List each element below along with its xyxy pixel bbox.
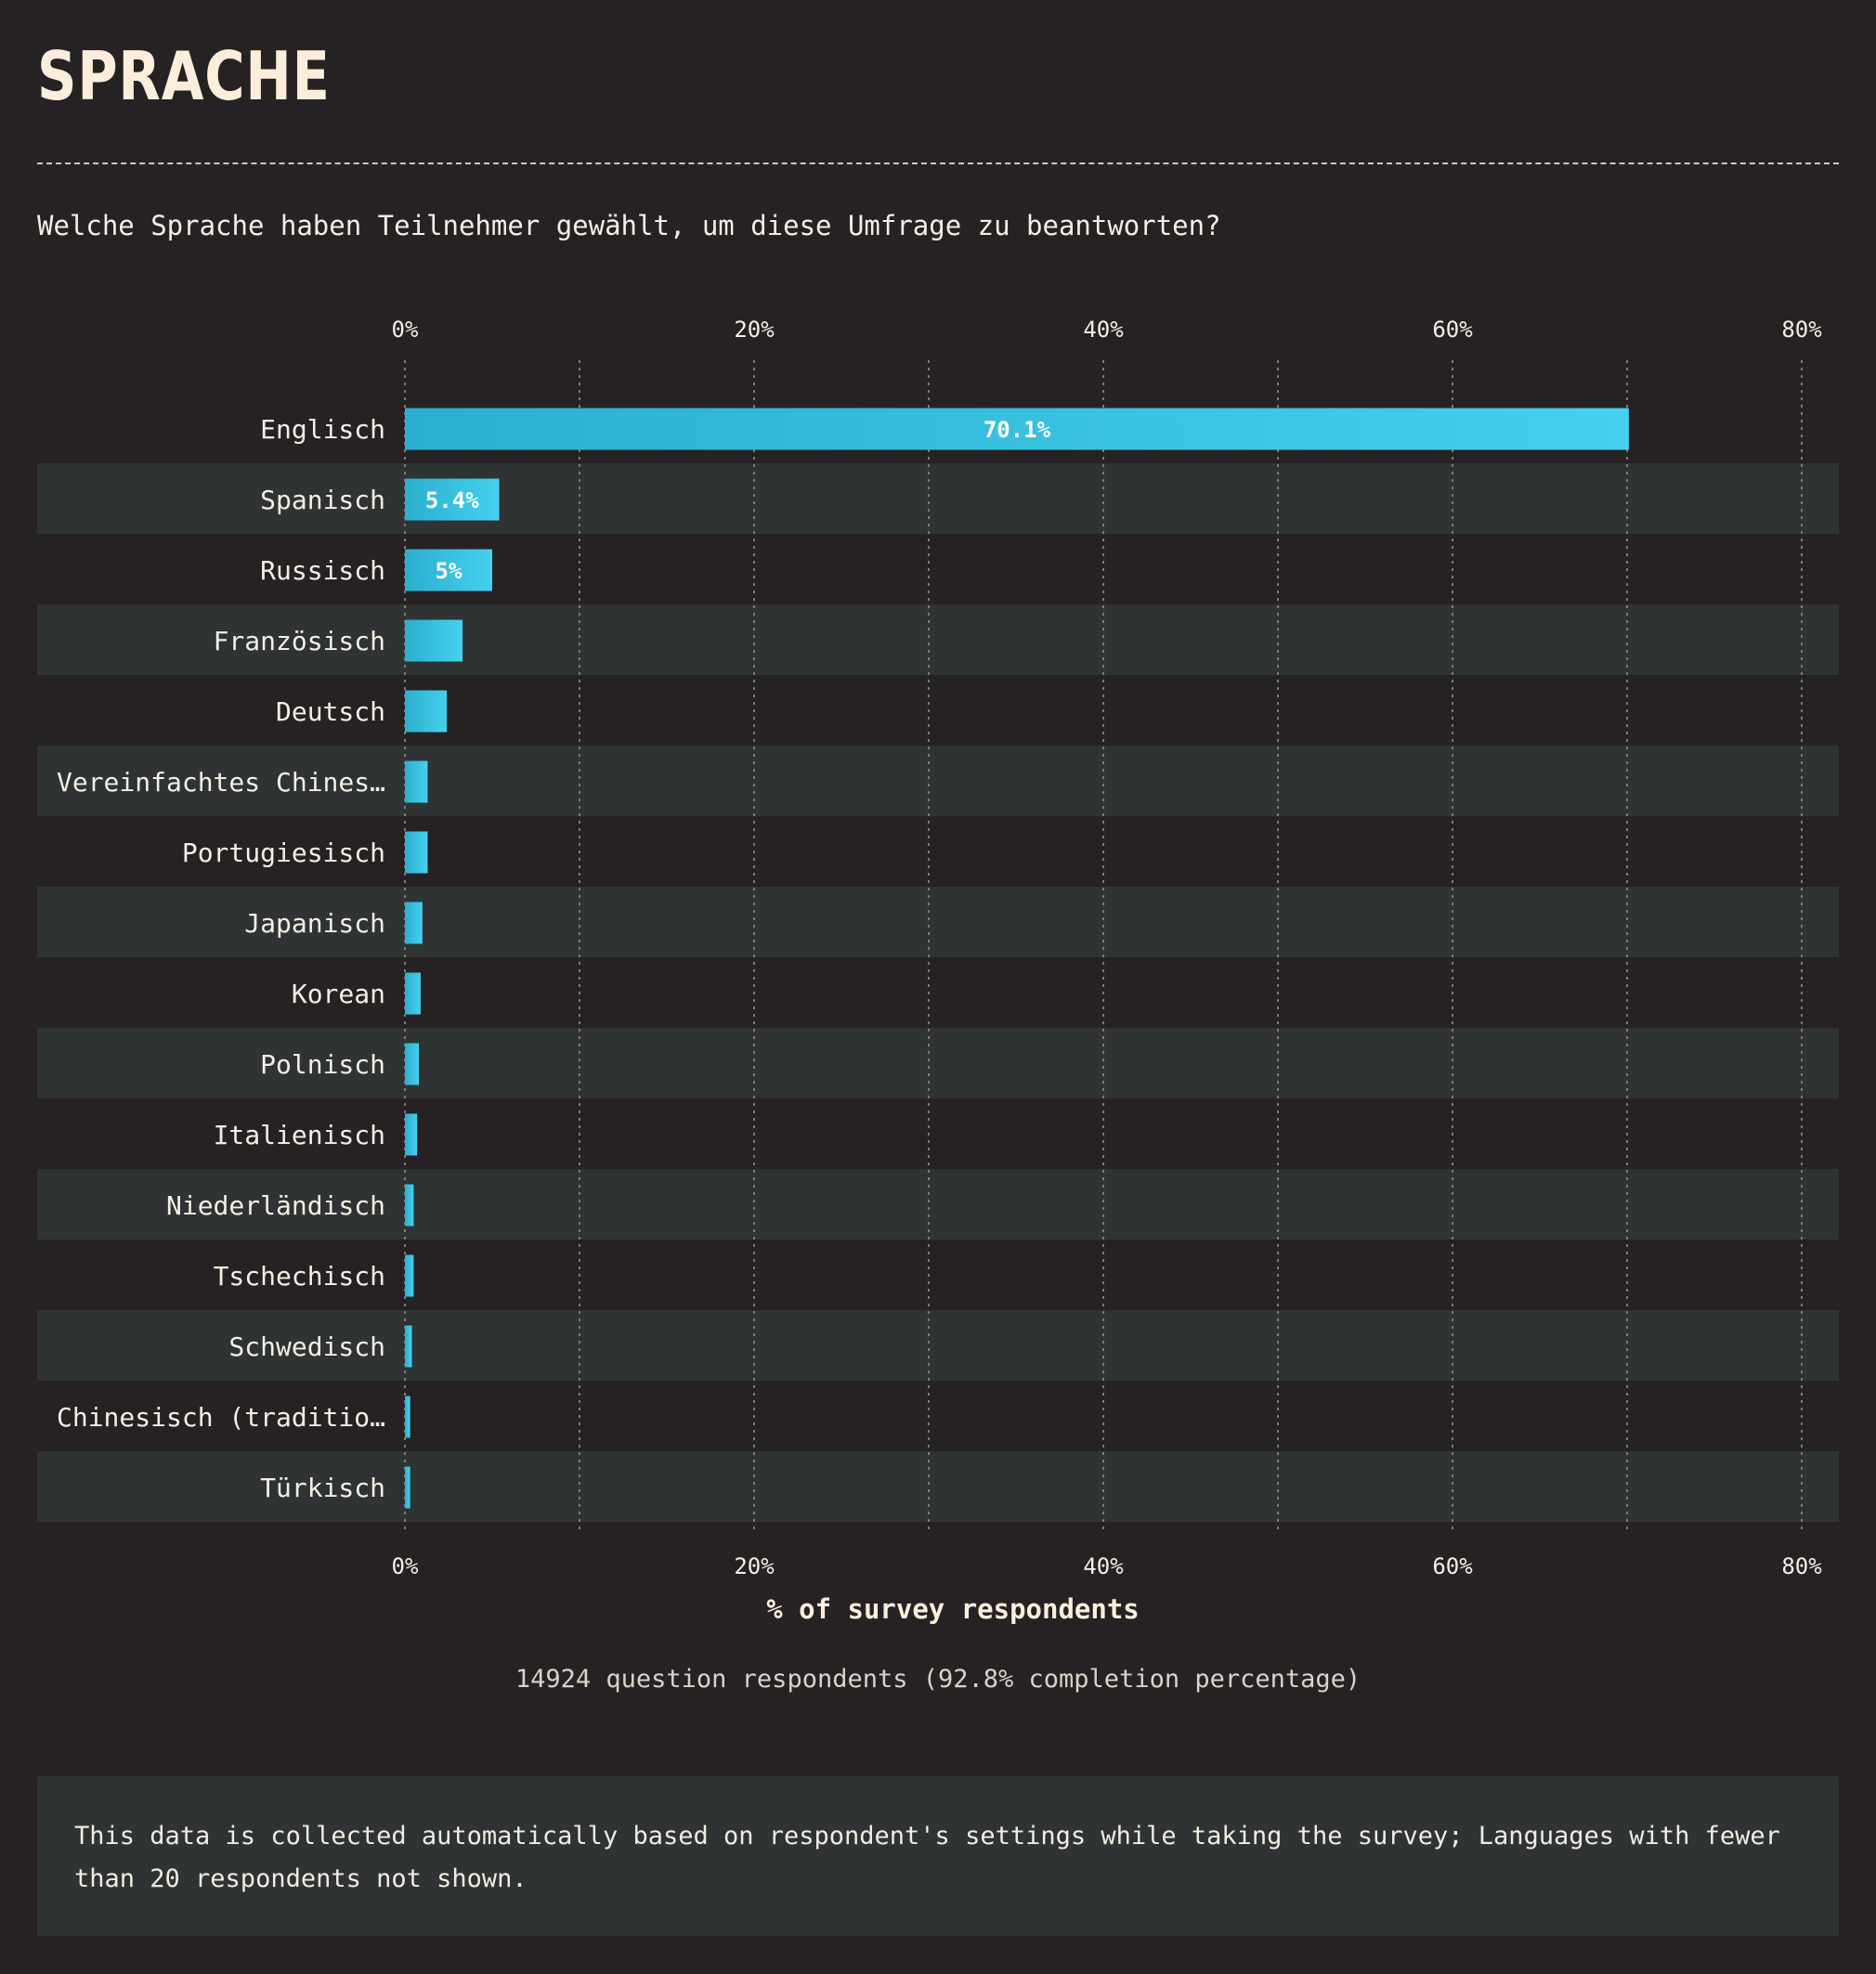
row-band (37, 604, 1839, 675)
page-title: SPRACHE (37, 37, 331, 115)
bar (405, 408, 1629, 450)
y-category-label: Türkisch (260, 1473, 385, 1503)
y-category-label: Italienisch (214, 1120, 385, 1150)
bar (405, 1466, 410, 1509)
bar (405, 760, 428, 803)
y-category-label: Vereinfachtes Chines… (57, 767, 385, 798)
bar (405, 1254, 414, 1297)
bar (405, 549, 492, 591)
row-band (37, 1028, 1839, 1098)
y-category-label: Schwedisch (228, 1331, 385, 1362)
bar (405, 478, 500, 521)
x-tick-label-top: 0% (392, 317, 419, 343)
bar-data-label: 5% (436, 558, 462, 584)
x-tick-label-top: 80% (1781, 317, 1822, 343)
y-category-label: Spanisch (260, 485, 385, 515)
bar (405, 619, 463, 662)
dashed-divider (37, 162, 1839, 164)
y-category-label: Russisch (260, 555, 385, 586)
bar (405, 902, 423, 944)
bar (405, 1396, 410, 1438)
y-category-label: Englisch (260, 414, 385, 445)
x-axis-label: % of survey respondents (766, 1593, 1140, 1625)
bar (405, 972, 421, 1015)
bar (405, 690, 448, 733)
question-text: Welche Sprache haben Teilnehmer gewählt,… (37, 210, 1221, 241)
y-category-label: Chinesisch (traditio… (57, 1402, 385, 1433)
y-category-label: Deutsch (276, 696, 385, 727)
bar (405, 1113, 418, 1156)
x-tick-label-bottom: 80% (1781, 1553, 1822, 1579)
x-tick-label-bottom: 20% (734, 1553, 775, 1579)
respondents-footer: 14924 question respondents (92.8% comple… (515, 1665, 1361, 1694)
row-band (37, 463, 1839, 534)
bar-data-label: 70.1% (984, 417, 1051, 443)
bar (405, 1325, 412, 1368)
y-category-label: Japanisch (244, 908, 385, 939)
x-tick-label-bottom: 60% (1432, 1553, 1473, 1579)
x-tick-label-top: 40% (1083, 317, 1124, 343)
bar-data-label: 5.4% (425, 487, 479, 513)
y-category-label: Niederländisch (166, 1190, 385, 1221)
row-band (37, 746, 1839, 816)
row-band (37, 1310, 1839, 1381)
x-tick-label-bottom: 0% (392, 1553, 419, 1579)
row-band (37, 1169, 1839, 1240)
language-bar-chart: 0% 0% 20% 20% 40% 40% 60% 60% 80% 80% Englisch 70.… (37, 317, 1839, 1625)
bar (405, 1184, 414, 1227)
bar (405, 831, 428, 874)
y-category-label: Französisch (214, 626, 385, 656)
x-tick-label-top: 60% (1432, 317, 1473, 343)
data-note: This data is collected automatically bas… (37, 1776, 1839, 1936)
y-category-label: Korean (292, 979, 385, 1009)
x-tick-label-top: 20% (734, 317, 775, 343)
row-band (37, 887, 1839, 957)
x-tick-label-bottom: 40% (1083, 1553, 1124, 1579)
y-category-label: Portugiesisch (182, 838, 385, 868)
y-category-label: Tschechisch (214, 1261, 385, 1292)
y-category-label: Polnisch (260, 1049, 385, 1080)
bar (405, 1043, 420, 1085)
row-band (37, 1451, 1839, 1522)
